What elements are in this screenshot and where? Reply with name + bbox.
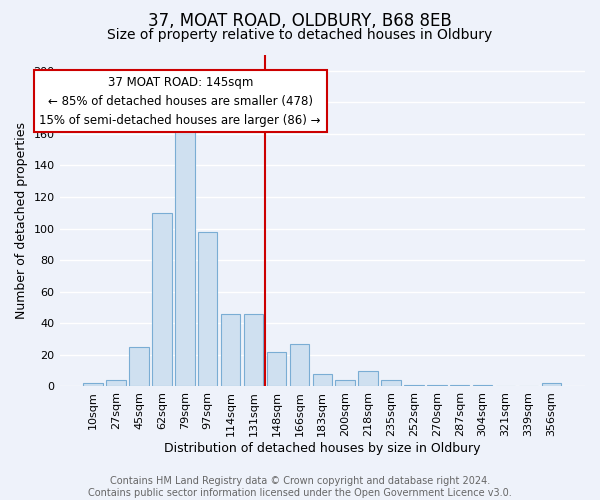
Bar	[267, 352, 286, 386]
Bar	[106, 380, 126, 386]
Text: 37, MOAT ROAD, OLDBURY, B68 8EB: 37, MOAT ROAD, OLDBURY, B68 8EB	[148, 12, 452, 30]
Text: Contains HM Land Registry data © Crown copyright and database right 2024.
Contai: Contains HM Land Registry data © Crown c…	[88, 476, 512, 498]
Bar	[290, 344, 309, 387]
Bar	[335, 380, 355, 386]
Bar	[129, 347, 149, 387]
Bar	[244, 314, 263, 386]
Bar	[221, 314, 241, 386]
Bar	[427, 385, 446, 386]
Bar	[381, 380, 401, 386]
Bar	[473, 385, 493, 386]
Bar	[83, 384, 103, 386]
Bar	[152, 213, 172, 386]
Y-axis label: Number of detached properties: Number of detached properties	[15, 122, 28, 319]
Text: Size of property relative to detached houses in Oldbury: Size of property relative to detached ho…	[107, 28, 493, 42]
Text: 37 MOAT ROAD: 145sqm
← 85% of detached houses are smaller (478)
15% of semi-deta: 37 MOAT ROAD: 145sqm ← 85% of detached h…	[40, 76, 321, 126]
Bar	[358, 370, 378, 386]
Bar	[450, 385, 469, 386]
X-axis label: Distribution of detached houses by size in Oldbury: Distribution of detached houses by size …	[164, 442, 481, 455]
Bar	[175, 129, 194, 386]
Bar	[198, 232, 217, 386]
Bar	[404, 385, 424, 386]
Bar	[542, 384, 561, 386]
Bar	[313, 374, 332, 386]
